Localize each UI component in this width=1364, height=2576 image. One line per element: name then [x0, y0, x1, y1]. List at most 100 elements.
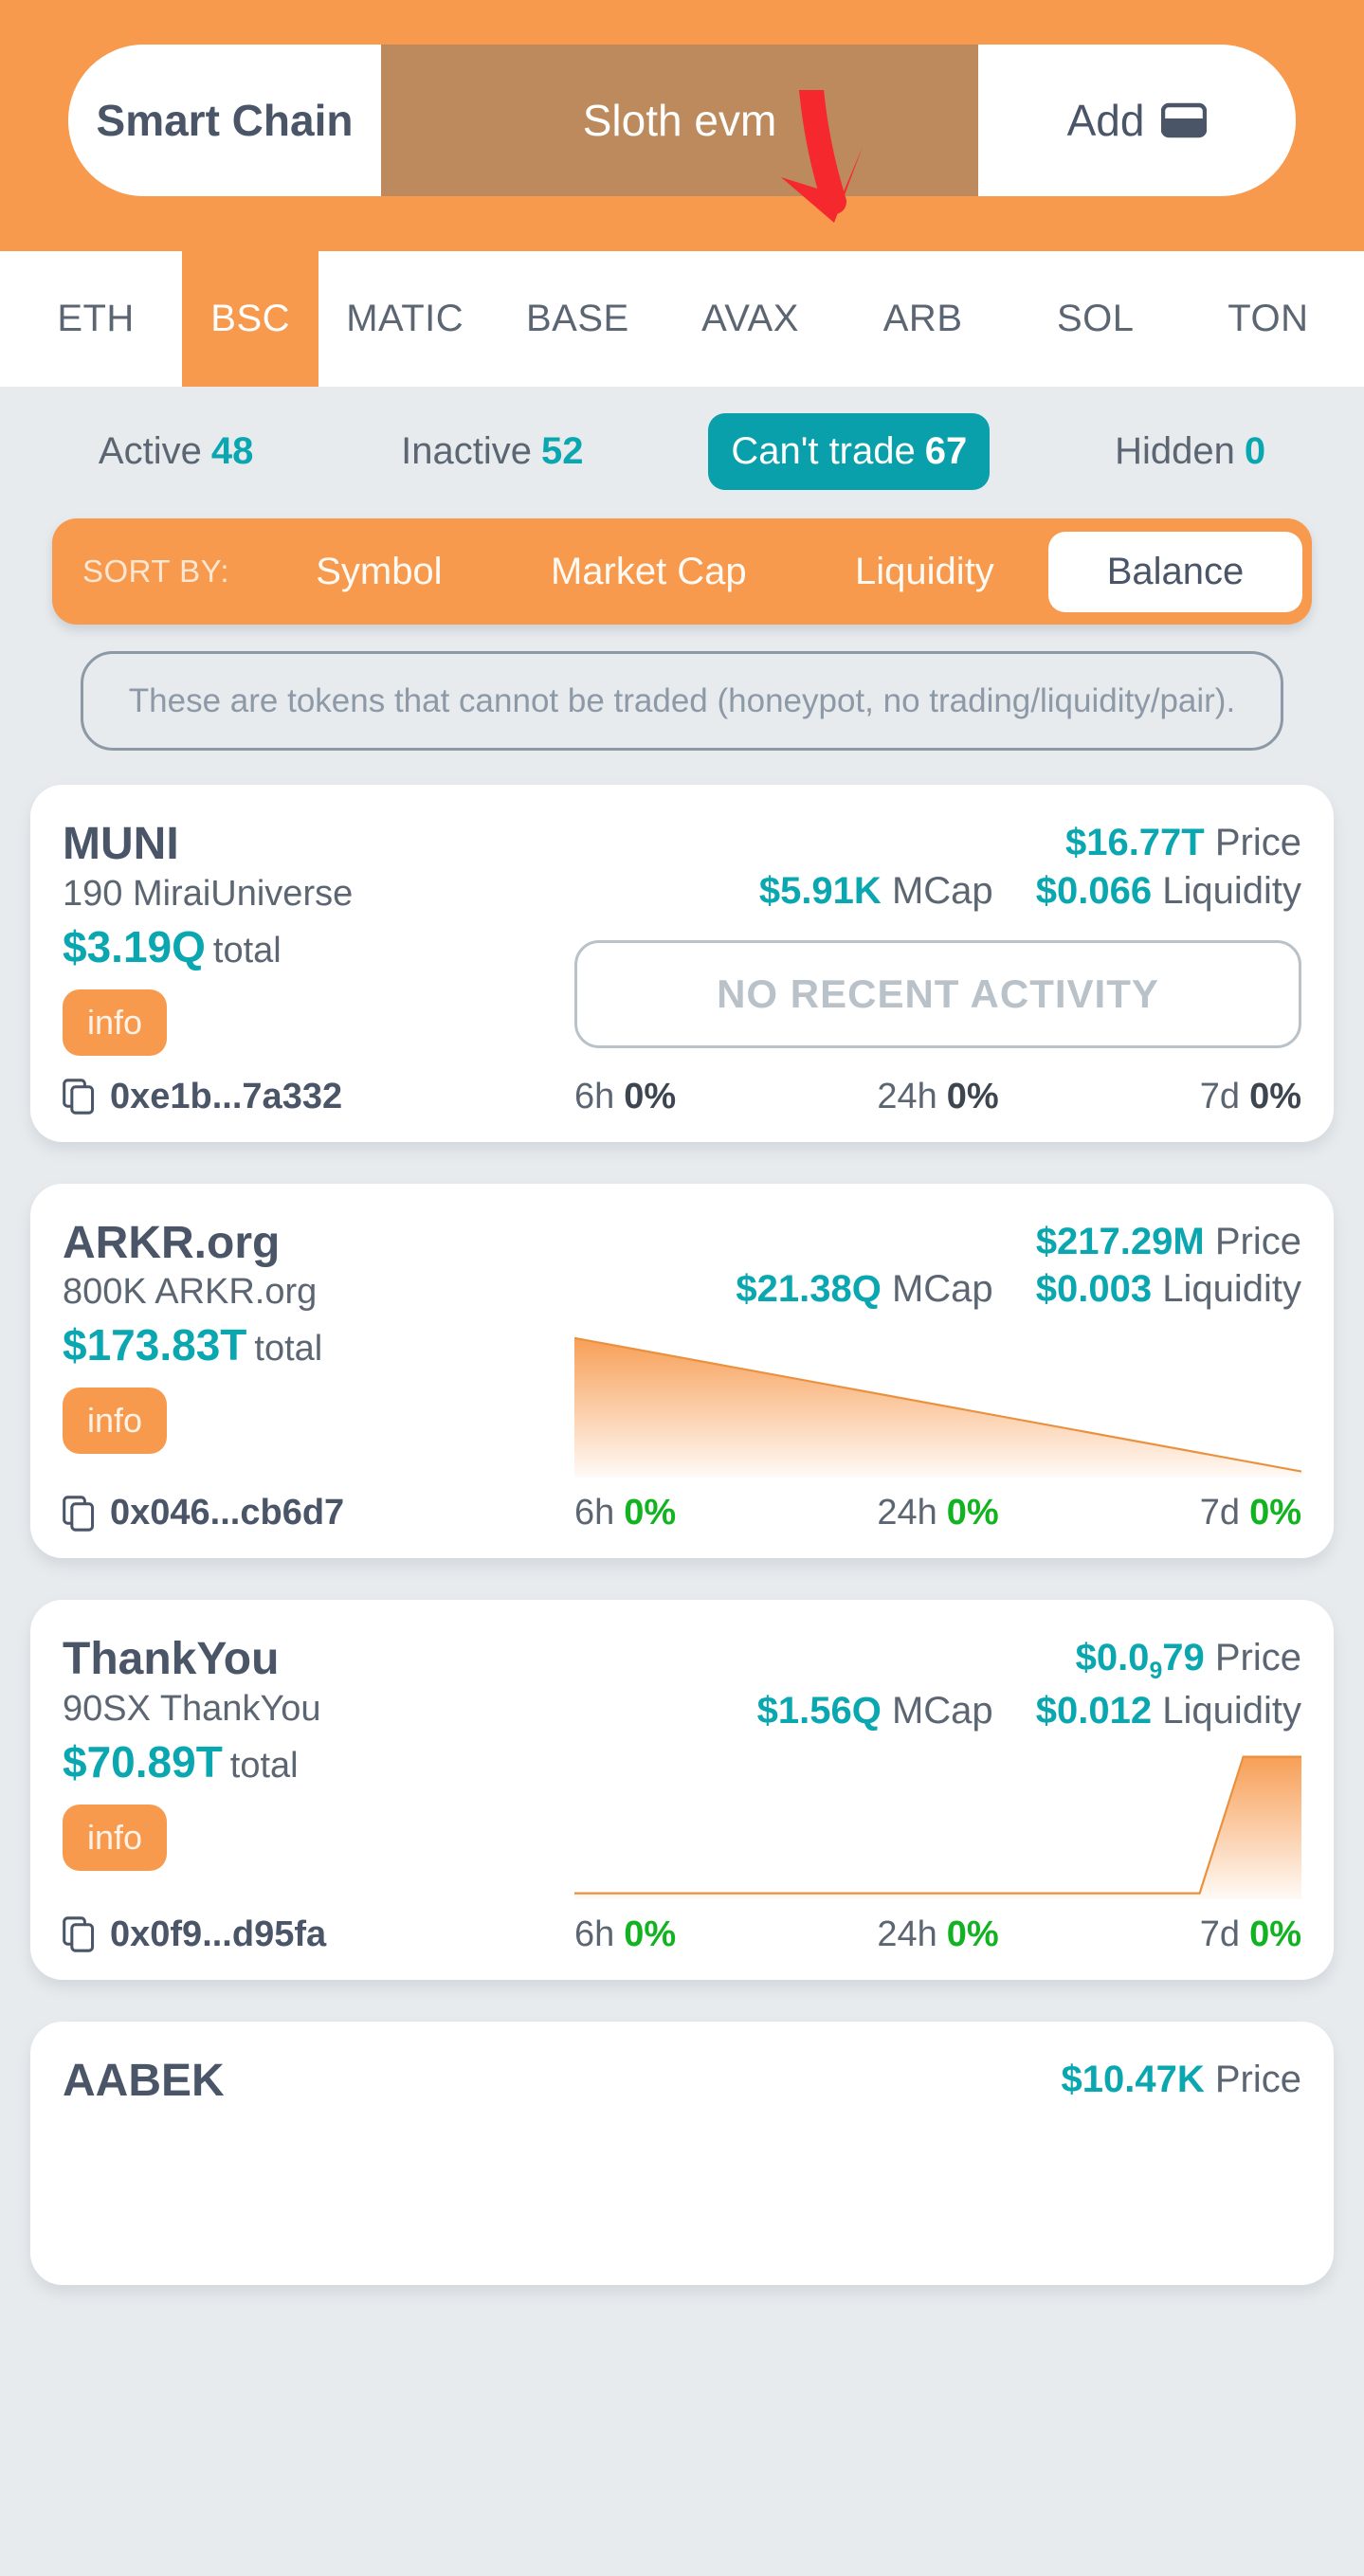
change-value: 0%	[1249, 1914, 1301, 1954]
token-address-row[interactable]: 0x046...cb6d7	[63, 1472, 574, 1533]
wallet-header: Smart Chain Sloth evm Add	[0, 0, 1364, 251]
notice-wrapper: These are tokens that cannot be traded (…	[0, 625, 1364, 752]
token-liquidity-value: $0.012	[1035, 1689, 1153, 1732]
status-filter-inactive[interactable]: Inactive 52	[378, 413, 606, 490]
token-price-value: $16.77T	[1064, 822, 1205, 864]
token-change-7d: 7d 0%	[1200, 1493, 1301, 1533]
change-value: 0%	[624, 1493, 677, 1533]
token-stats: $10.47K Price	[574, 2056, 1302, 2103]
change-value: 0%	[946, 1076, 999, 1116]
chain-tab-avax[interactable]: AVAX	[664, 251, 836, 387]
sort-option-balance[interactable]: Balance	[1048, 531, 1302, 612]
token-liquidity-label: Liquidity	[1162, 1267, 1301, 1310]
token-mcap-value: $5.91K	[758, 869, 882, 912]
token-card-right: $217.29M Price $21.38Q MCap $0.003 Liqui…	[574, 1218, 1301, 1534]
token-price-value: $0.0979	[1075, 1637, 1205, 1684]
status-filter-label: Active	[98, 430, 202, 472]
sort-option-market-cap[interactable]: Market Cap	[550, 550, 747, 592]
sparkline-chart	[574, 1748, 1301, 1899]
price-subscript: 9	[1149, 1659, 1163, 1685]
price-prefix: $0.0	[1075, 1637, 1150, 1679]
token-list: MUNI 190 MiraiUniverse $3.19Q total info …	[0, 751, 1364, 2285]
status-filter-cant-trade[interactable]: Can't trade 67	[708, 413, 991, 490]
sort-bar-wrapper: SORT BY: Symbol Market Cap Liquidity Bal…	[0, 505, 1364, 625]
copy-icon[interactable]	[63, 1496, 95, 1532]
token-price-label: Price	[1214, 2058, 1301, 2100]
token-card[interactable]: ARKR.org 800K ARKR.org $173.83T total inf…	[30, 1183, 1334, 1559]
change-value: 0%	[1249, 1076, 1301, 1116]
token-holding: 800K ARKR.org	[63, 1272, 318, 1313]
token-total-unit: total	[212, 930, 282, 971]
change-value: 0%	[1249, 1493, 1301, 1533]
token-price-label: Price	[1214, 1637, 1301, 1679]
network-selector-button[interactable]: Sloth evm	[381, 44, 978, 196]
token-change-7d: 7d 0%	[1200, 1077, 1301, 1117]
token-symbol: ThankYou	[63, 1634, 280, 1685]
token-price-line: $10.47K Price	[574, 2056, 1302, 2103]
token-info-button[interactable]: info	[63, 1804, 168, 1871]
token-price-line: $16.77T Price	[574, 819, 1301, 866]
token-mcap-label: MCap	[891, 869, 993, 912]
status-filter-label: Hidden	[1115, 430, 1235, 472]
status-filter-label: Can't trade	[731, 430, 916, 472]
token-mcap-liquidity-line: $1.56Q MCap $0.012 Liquidity	[574, 1687, 1301, 1734]
copy-icon[interactable]	[63, 1916, 95, 1953]
token-holding: 90SX ThankYou	[63, 1689, 321, 1730]
change-value: 0%	[624, 1914, 677, 1954]
token-address: 0x0f9...d95fa	[110, 1914, 327, 1954]
chain-tab-bsc[interactable]: BSC	[182, 251, 319, 387]
add-wallet-button[interactable]: Add	[978, 44, 1296, 196]
token-change-row: 6h 0% 24h 0% 7d 0%	[574, 1067, 1301, 1117]
chain-tab-matic[interactable]: MATIC	[318, 251, 491, 387]
change-value: 0%	[624, 1076, 677, 1116]
token-total-amount: $173.83T	[63, 1319, 247, 1370]
period-label: 7d	[1199, 1076, 1241, 1116]
status-filter-hidden[interactable]: Hidden 0	[1092, 413, 1288, 490]
token-card-right: $16.77T Price $5.91K MCap $0.066 Liquidi…	[574, 819, 1301, 1116]
chain-tab-label: ETH	[57, 298, 135, 339]
token-total-amount: $3.19Q	[63, 921, 206, 971]
token-address-row[interactable]: 0x0f9...d95fa	[63, 1894, 574, 1955]
token-change-row: 6h 0% 24h 0% 7d 0%	[574, 1483, 1301, 1533]
chain-tab-sol[interactable]: SOL	[1009, 251, 1182, 387]
token-address-row[interactable]: 0xe1b...7a332	[63, 1056, 574, 1117]
token-mcap-label: MCap	[891, 1267, 993, 1310]
sort-bar: SORT BY: Symbol Market Cap Liquidity Bal…	[52, 518, 1312, 625]
sort-option-liquidity[interactable]: Liquidity	[855, 550, 994, 592]
token-info-button[interactable]: info	[63, 1387, 168, 1454]
status-filter-count: 52	[541, 430, 584, 472]
token-liquidity-label: Liquidity	[1162, 1689, 1301, 1732]
copy-icon[interactable]	[63, 1079, 95, 1115]
chain-tab-eth[interactable]: ETH	[9, 251, 182, 387]
token-mcap-label: MCap	[891, 1689, 993, 1732]
token-info-button[interactable]: info	[63, 989, 168, 1056]
period-label: 6h	[574, 1914, 615, 1954]
token-symbol: MUNI	[63, 819, 179, 870]
token-stats: $217.29M Price $21.38Q MCap $0.003 Liqui…	[574, 1218, 1301, 1314]
period-label: 6h	[574, 1076, 615, 1116]
token-address: 0x046...cb6d7	[110, 1493, 345, 1533]
sort-by-label: SORT BY:	[82, 553, 230, 589]
token-liquidity-value: $0.066	[1035, 869, 1153, 912]
token-card[interactable]: MUNI 190 MiraiUniverse $3.19Q total info …	[30, 785, 1334, 1142]
token-card[interactable]: ThankYou 90SX ThankYou $70.89T total info…	[30, 1600, 1334, 1980]
chain-tab-ton[interactable]: TON	[1182, 251, 1355, 387]
chain-tab-arb[interactable]: ARB	[837, 251, 1009, 387]
token-stats: $16.77T Price $5.91K MCap $0.066 Liquidi…	[574, 819, 1301, 915]
token-change-24h: 24h 0%	[877, 1077, 998, 1117]
cant-trade-notice: These are tokens that cannot be traded (…	[81, 651, 1283, 752]
wallet-name-button[interactable]: Smart Chain	[68, 44, 381, 196]
chain-tab-label: ARB	[882, 298, 963, 339]
token-change-6h: 6h 0%	[574, 1914, 676, 1955]
token-symbol: AABEK	[63, 2055, 225, 2106]
token-price-line: $217.29M Price	[574, 1218, 1301, 1265]
token-card[interactable]: AABEK $10.47K Price	[30, 2021, 1334, 2285]
sort-option-symbol[interactable]: Symbol	[316, 550, 443, 592]
chain-tab-base[interactable]: BASE	[491, 251, 664, 387]
token-card-left: ARKR.org 800K ARKR.org $173.83T total inf…	[63, 1218, 574, 1534]
add-label: Add	[1066, 95, 1145, 145]
token-address: 0xe1b...7a332	[110, 1076, 343, 1116]
status-filter-label: Inactive	[401, 430, 533, 472]
status-filter-active[interactable]: Active 48	[76, 413, 276, 490]
wallet-icon	[1161, 101, 1208, 139]
